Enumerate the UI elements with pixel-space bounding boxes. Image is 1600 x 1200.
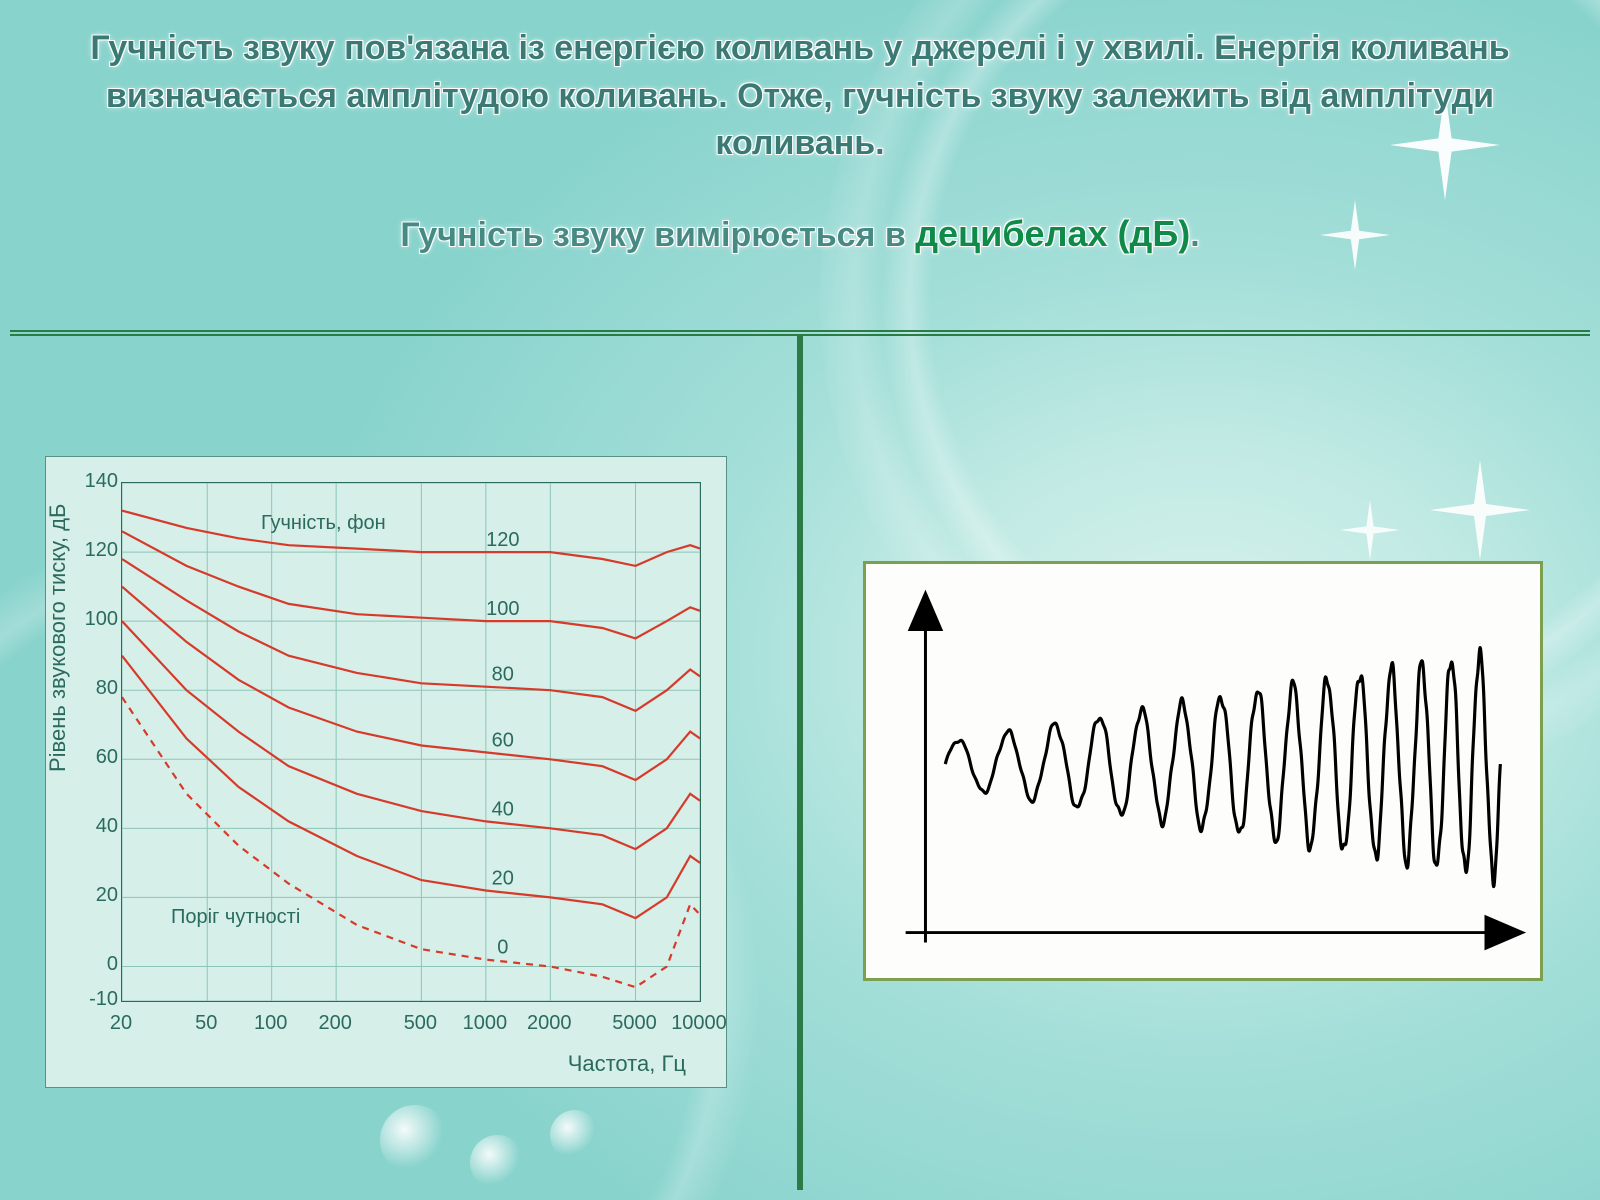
chart1-ytick: 120 <box>84 539 118 562</box>
heading-units-prefix: Гучність звуку вимірюється в <box>400 216 915 254</box>
waveform-chart <box>863 561 1543 981</box>
left-cell: Рівень звукового тиску, дБ Частота, Гц -… <box>10 336 800 1190</box>
chart1-xtick: 100 <box>254 1012 287 1035</box>
chart1-ytick: 80 <box>84 677 118 700</box>
chart1-threshold-label: Поріг чутності <box>171 906 300 929</box>
chart1-ytick: -10 <box>84 988 118 1011</box>
svg-text:80: 80 <box>492 664 514 686</box>
chart1-xtick: 5000 <box>612 1012 657 1035</box>
svg-text:60: 60 <box>492 729 514 751</box>
svg-text:0: 0 <box>497 937 508 959</box>
chart1-xlabel: Частота, Гц <box>568 1051 686 1077</box>
chart1-ytick: 100 <box>84 608 118 631</box>
chart1-ytick: 140 <box>84 470 118 493</box>
chart1-ytick: 20 <box>84 884 118 907</box>
chart1-xtick: 1000 <box>463 1012 508 1035</box>
heading-units-strong: децибелах (дБ) <box>915 213 1190 254</box>
chart1-xtick: 20 <box>110 1012 132 1035</box>
content-table: Рівень звукового тиску, дБ Частота, Гц -… <box>10 330 1590 1190</box>
slide: Гучність звуку пов'язана із енергією кол… <box>0 0 1600 1200</box>
chart1-ytick: 40 <box>84 815 118 838</box>
chart1-xtick: 2000 <box>527 1012 572 1035</box>
equal-loudness-chart: Рівень звукового тиску, дБ Частота, Гц -… <box>45 456 727 1088</box>
svg-text:40: 40 <box>492 798 514 820</box>
svg-text:120: 120 <box>486 529 519 551</box>
heading-units: Гучність звуку вимірюється в децибелах (… <box>0 213 1600 255</box>
chart1-xtick: 10000 <box>671 1012 727 1035</box>
heading-units-suffix: . <box>1190 216 1199 254</box>
svg-text:20: 20 <box>492 867 514 889</box>
chart1-xtick: 500 <box>404 1012 437 1035</box>
heading-paragraph: Гучність звуку пов'язана із енергією кол… <box>0 0 1600 168</box>
svg-text:100: 100 <box>486 598 519 620</box>
right-cell <box>800 336 1590 1190</box>
chart1-xtick: 50 <box>195 1012 217 1035</box>
chart1-xtick: 200 <box>318 1012 351 1035</box>
chart1-inplot-title: Гучність, фон <box>261 512 386 535</box>
chart1-ylabel: Рівень звукового тиску, дБ <box>45 504 71 772</box>
chart1-ytick: 0 <box>84 953 118 976</box>
chart1-ytick: 60 <box>84 746 118 769</box>
